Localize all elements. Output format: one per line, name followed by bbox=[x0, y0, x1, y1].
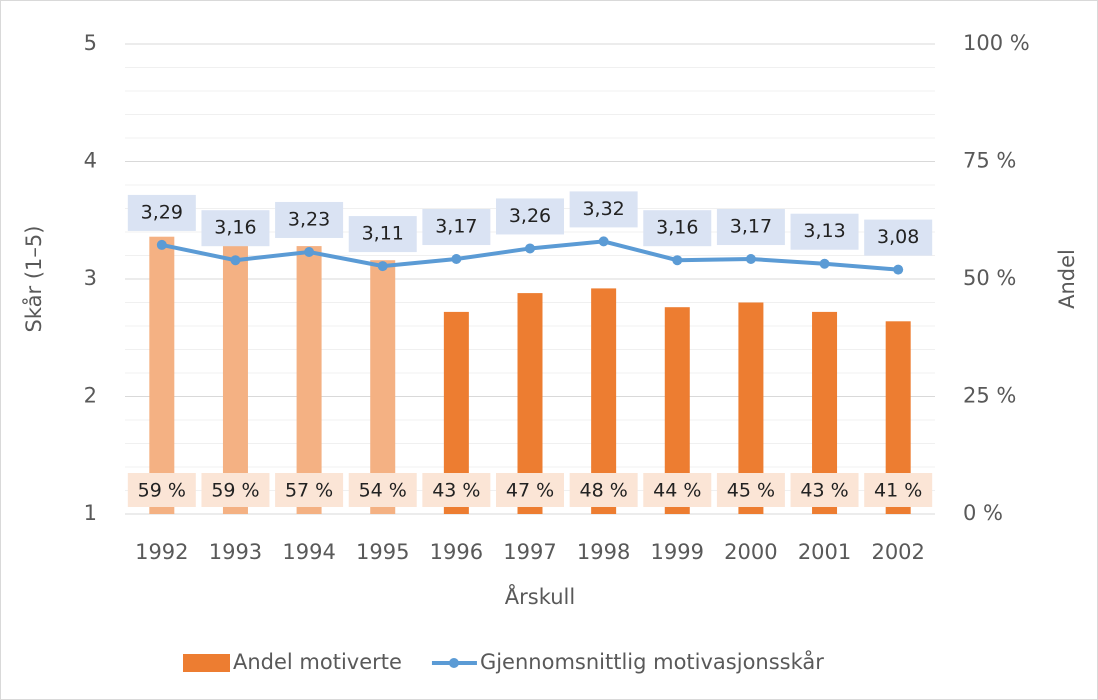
marker bbox=[819, 258, 830, 269]
data-label-box bbox=[864, 473, 933, 507]
data-label-box bbox=[790, 473, 859, 507]
data-label-box bbox=[201, 210, 270, 247]
data-label-box bbox=[790, 213, 859, 250]
y-tick-label: 5 bbox=[84, 31, 97, 55]
y-tick-label: 3 bbox=[84, 266, 97, 290]
data-label: 48 % bbox=[579, 480, 627, 502]
x-tick-label: 1999 bbox=[651, 540, 704, 564]
data-label-box bbox=[348, 473, 417, 507]
legend-label: Andel motiverte bbox=[233, 650, 402, 674]
x-tick-label: 2002 bbox=[871, 540, 924, 564]
bar bbox=[222, 236, 248, 514]
legend-swatch bbox=[183, 654, 230, 672]
x-tick-label: 1994 bbox=[282, 540, 335, 564]
data-label-box bbox=[643, 473, 712, 507]
legend-label: Gjennomsnittlig motivasjonsskår bbox=[480, 649, 824, 674]
data-label: 3,26 bbox=[509, 205, 551, 227]
marker bbox=[304, 246, 315, 257]
data-label-box bbox=[127, 194, 196, 231]
marker bbox=[156, 239, 167, 250]
data-label-box bbox=[127, 473, 196, 507]
x-axis-title: Årskull bbox=[505, 583, 575, 609]
marker bbox=[451, 254, 462, 265]
data-label: 59 % bbox=[211, 480, 259, 502]
y2-tick-label: 100 % bbox=[963, 31, 1030, 55]
data-label-box bbox=[201, 473, 270, 507]
data-label: 43 % bbox=[800, 480, 848, 502]
data-label: 57 % bbox=[285, 480, 333, 502]
data-label-box bbox=[496, 473, 564, 507]
bar bbox=[370, 260, 396, 514]
x-tick-label: 1995 bbox=[356, 540, 409, 564]
marker bbox=[230, 255, 241, 266]
data-label: 59 % bbox=[138, 480, 186, 502]
data-label-box bbox=[348, 216, 417, 253]
y2-tick-label: 75 % bbox=[963, 149, 1016, 173]
data-label: 3,11 bbox=[362, 223, 404, 245]
y-tick-label: 4 bbox=[84, 149, 97, 173]
data-label-box bbox=[569, 473, 638, 507]
marker bbox=[525, 243, 535, 254]
data-label-box bbox=[716, 209, 785, 246]
data-label-box bbox=[496, 198, 564, 235]
data-label-box bbox=[422, 209, 491, 246]
marker bbox=[745, 254, 756, 265]
y-tick-label: 1 bbox=[84, 501, 97, 525]
x-tick-label: 2000 bbox=[724, 540, 777, 564]
data-label-box bbox=[275, 201, 344, 238]
marker bbox=[598, 236, 609, 247]
data-label-box bbox=[422, 473, 491, 507]
data-label-box bbox=[569, 191, 638, 228]
marker bbox=[893, 264, 904, 275]
data-label: 45 % bbox=[727, 480, 775, 502]
data-label: 43 % bbox=[432, 480, 480, 502]
data-label: 3,32 bbox=[582, 198, 624, 220]
data-label-box bbox=[716, 473, 785, 507]
legend-marker bbox=[448, 658, 459, 668]
x-tick-label: 2001 bbox=[798, 540, 851, 564]
data-label: 54 % bbox=[359, 480, 407, 502]
data-label-box bbox=[864, 219, 933, 256]
data-label: 3,13 bbox=[803, 220, 845, 242]
data-label: 47 % bbox=[506, 480, 554, 502]
x-tick-label: 1996 bbox=[430, 540, 483, 564]
y2-axis-title: Andel bbox=[1055, 249, 1079, 309]
data-label: 3,16 bbox=[214, 217, 256, 239]
data-label: 3,17 bbox=[730, 216, 772, 238]
data-label-box bbox=[643, 210, 712, 247]
y-tick-label: 2 bbox=[84, 384, 97, 408]
data-label-box bbox=[275, 473, 344, 507]
data-label: 3,29 bbox=[141, 201, 183, 223]
data-label: 3,17 bbox=[435, 216, 477, 238]
x-tick-label: 1993 bbox=[209, 540, 262, 564]
marker bbox=[672, 255, 683, 266]
bar bbox=[149, 236, 175, 514]
x-tick-label: 1997 bbox=[503, 540, 556, 564]
data-label: 3,16 bbox=[656, 217, 698, 239]
data-label: 44 % bbox=[653, 480, 701, 502]
marker bbox=[377, 261, 388, 272]
bar bbox=[296, 246, 322, 514]
x-tick-label: 1992 bbox=[135, 540, 188, 564]
data-label: 41 % bbox=[874, 480, 922, 502]
data-label: 3,08 bbox=[877, 226, 919, 248]
x-tick-label: 1998 bbox=[577, 540, 630, 564]
y2-tick-label: 50 % bbox=[963, 266, 1016, 290]
data-label: 3,23 bbox=[288, 208, 330, 230]
y2-tick-label: 25 % bbox=[963, 384, 1016, 408]
y2-tick-label: 0 % bbox=[963, 501, 1003, 525]
y-axis-title: Skår (1–5) bbox=[21, 226, 46, 333]
